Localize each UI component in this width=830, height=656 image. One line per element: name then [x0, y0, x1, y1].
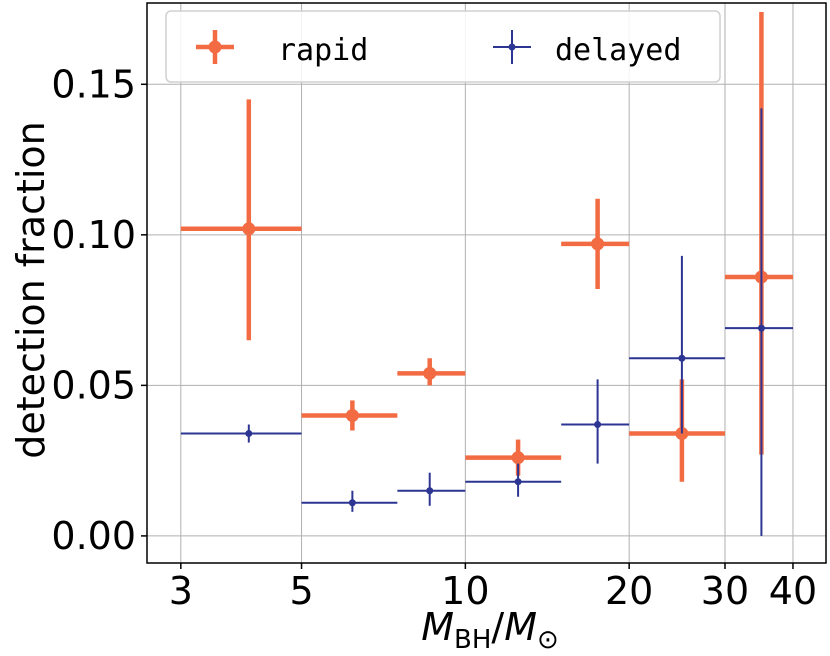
rapid-marker: [511, 451, 525, 465]
x-tick-label: 3: [169, 569, 193, 613]
legend-rapid-label: rapid: [278, 33, 368, 68]
delayed-marker: [678, 354, 686, 362]
y-tick-label: 0.10: [51, 213, 136, 257]
x-tick-label: 40: [769, 569, 817, 613]
legend-box: [165, 10, 721, 83]
y-axis-label: detection fraction: [9, 121, 53, 459]
series-layer: [180, 12, 793, 536]
rapid-point: [180, 99, 302, 341]
delayed-marker: [245, 430, 253, 438]
delayed-marker: [757, 324, 765, 332]
ticks: 3 5 10 20 30 40 0.00 0.05 0.10 0.15: [51, 62, 817, 613]
rapid-marker: [242, 222, 256, 236]
delayed-point: [180, 424, 302, 443]
delayed-point: [629, 255, 725, 434]
x-tick-label: 30: [701, 569, 749, 613]
delayed-point: [397, 472, 466, 506]
rapid-point: [561, 198, 630, 290]
delayed-marker: [426, 487, 434, 495]
x-tick-label: 5: [289, 569, 313, 613]
legend-delayed-label: delayed: [555, 33, 681, 68]
rapid-point: [724, 12, 793, 455]
delayed-point: [465, 463, 562, 497]
x-tick-label: 10: [441, 569, 489, 613]
rapid-point: [301, 400, 398, 431]
delayed-point: [301, 490, 398, 512]
delayed-marker: [594, 421, 602, 429]
series-delayed: [180, 108, 793, 536]
rapid-marker: [345, 408, 359, 422]
rapid-marker: [423, 366, 437, 380]
x-tick-label: 20: [605, 569, 653, 613]
legend: rapid delayed: [165, 10, 721, 83]
plot-frame: [146, 2, 827, 564]
rapid-point: [465, 439, 562, 476]
y-tick-label: 0.00: [51, 514, 136, 558]
legend-delayed-marker: [493, 30, 531, 64]
delayed-marker: [348, 499, 356, 507]
y-tick-label: 0.15: [51, 62, 136, 106]
x-axis-label: MBH/M⊙: [421, 605, 559, 655]
rapid-marker: [591, 237, 605, 251]
legend-delayed-dot: [508, 43, 516, 51]
delayed-marker: [514, 478, 522, 486]
rapid-point: [397, 358, 466, 386]
rapid-point: [629, 379, 725, 482]
legend-rapid-marker: [196, 30, 234, 64]
legend-rapid-dot: [208, 40, 222, 54]
delayed-point: [724, 108, 793, 536]
y-tick-label: 0.05: [51, 363, 136, 407]
grid: [147, 3, 826, 563]
delayed-point: [561, 379, 630, 464]
